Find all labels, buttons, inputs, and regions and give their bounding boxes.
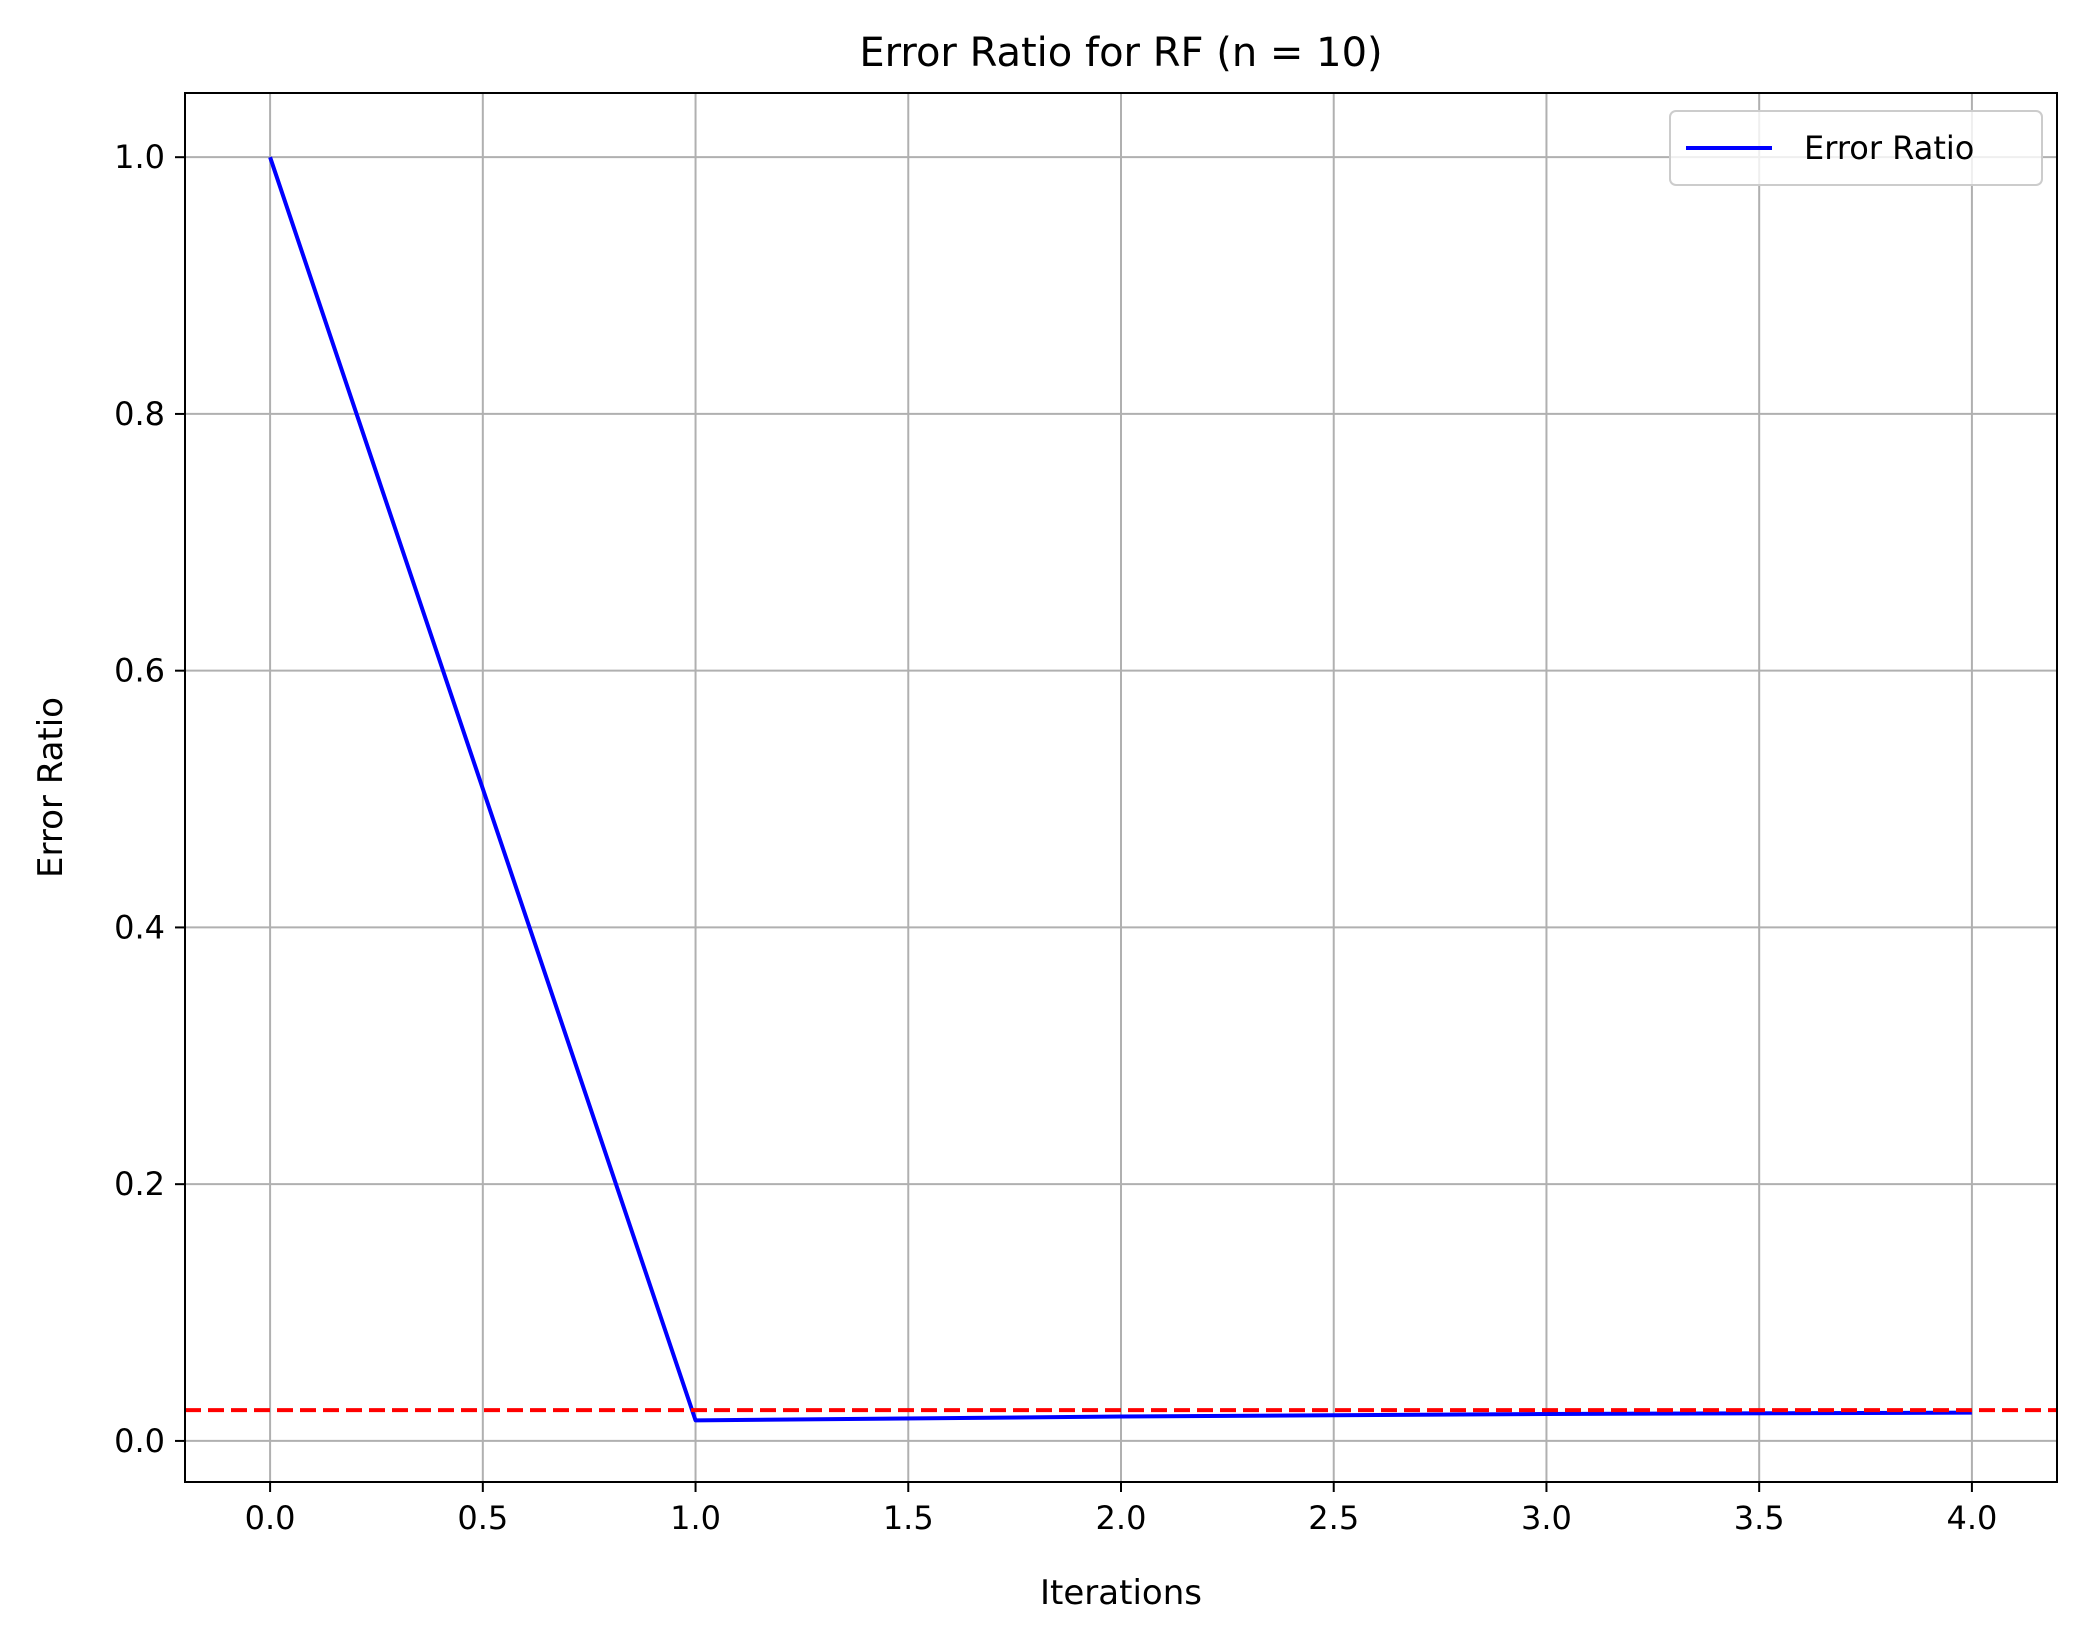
grid-lines — [185, 93, 2057, 1482]
y-tick-label: 0.0 — [114, 1422, 165, 1460]
plot-area — [185, 156, 2057, 1423]
y-axis-label: Error Ratio — [31, 697, 71, 878]
x-tick-label: 0.5 — [457, 1499, 508, 1537]
x-tick-label: 2.5 — [1308, 1499, 1359, 1537]
y-tick-label: 0.8 — [114, 395, 165, 433]
chart-title: Error Ratio for RF (n = 10) — [859, 30, 1382, 76]
x-axis-label: Iterations — [1040, 1573, 1202, 1613]
x-tick-label: 3.0 — [1521, 1499, 1572, 1537]
series-line-error-ratio — [268, 156, 1972, 1423]
x-tick-label: 1.0 — [670, 1499, 721, 1537]
x-tick-label: 0.0 — [245, 1499, 296, 1537]
x-tick-label: 1.5 — [883, 1499, 934, 1537]
x-axis-ticks: 0.0 0.5 1.0 1.5 2.0 2.5 3.0 3.5 4.0 — [245, 1482, 1997, 1537]
x-tick-label: 3.5 — [1734, 1499, 1785, 1537]
y-tick-label: 0.2 — [114, 1165, 165, 1203]
y-axis-ticks: 0.0 0.2 0.4 0.6 0.8 1.0 — [114, 138, 185, 1460]
x-tick-label: 4.0 — [1946, 1499, 1997, 1537]
y-tick-label: 1.0 — [114, 138, 165, 176]
legend-label-error-ratio: Error Ratio — [1804, 129, 1974, 167]
legend-box — [1669, 110, 2043, 186]
x-tick-label: 2.0 — [1096, 1499, 1147, 1537]
y-tick-label: 0.4 — [114, 908, 165, 946]
y-tick-label: 0.6 — [114, 652, 165, 690]
legend: Error Ratio — [1669, 110, 2043, 186]
